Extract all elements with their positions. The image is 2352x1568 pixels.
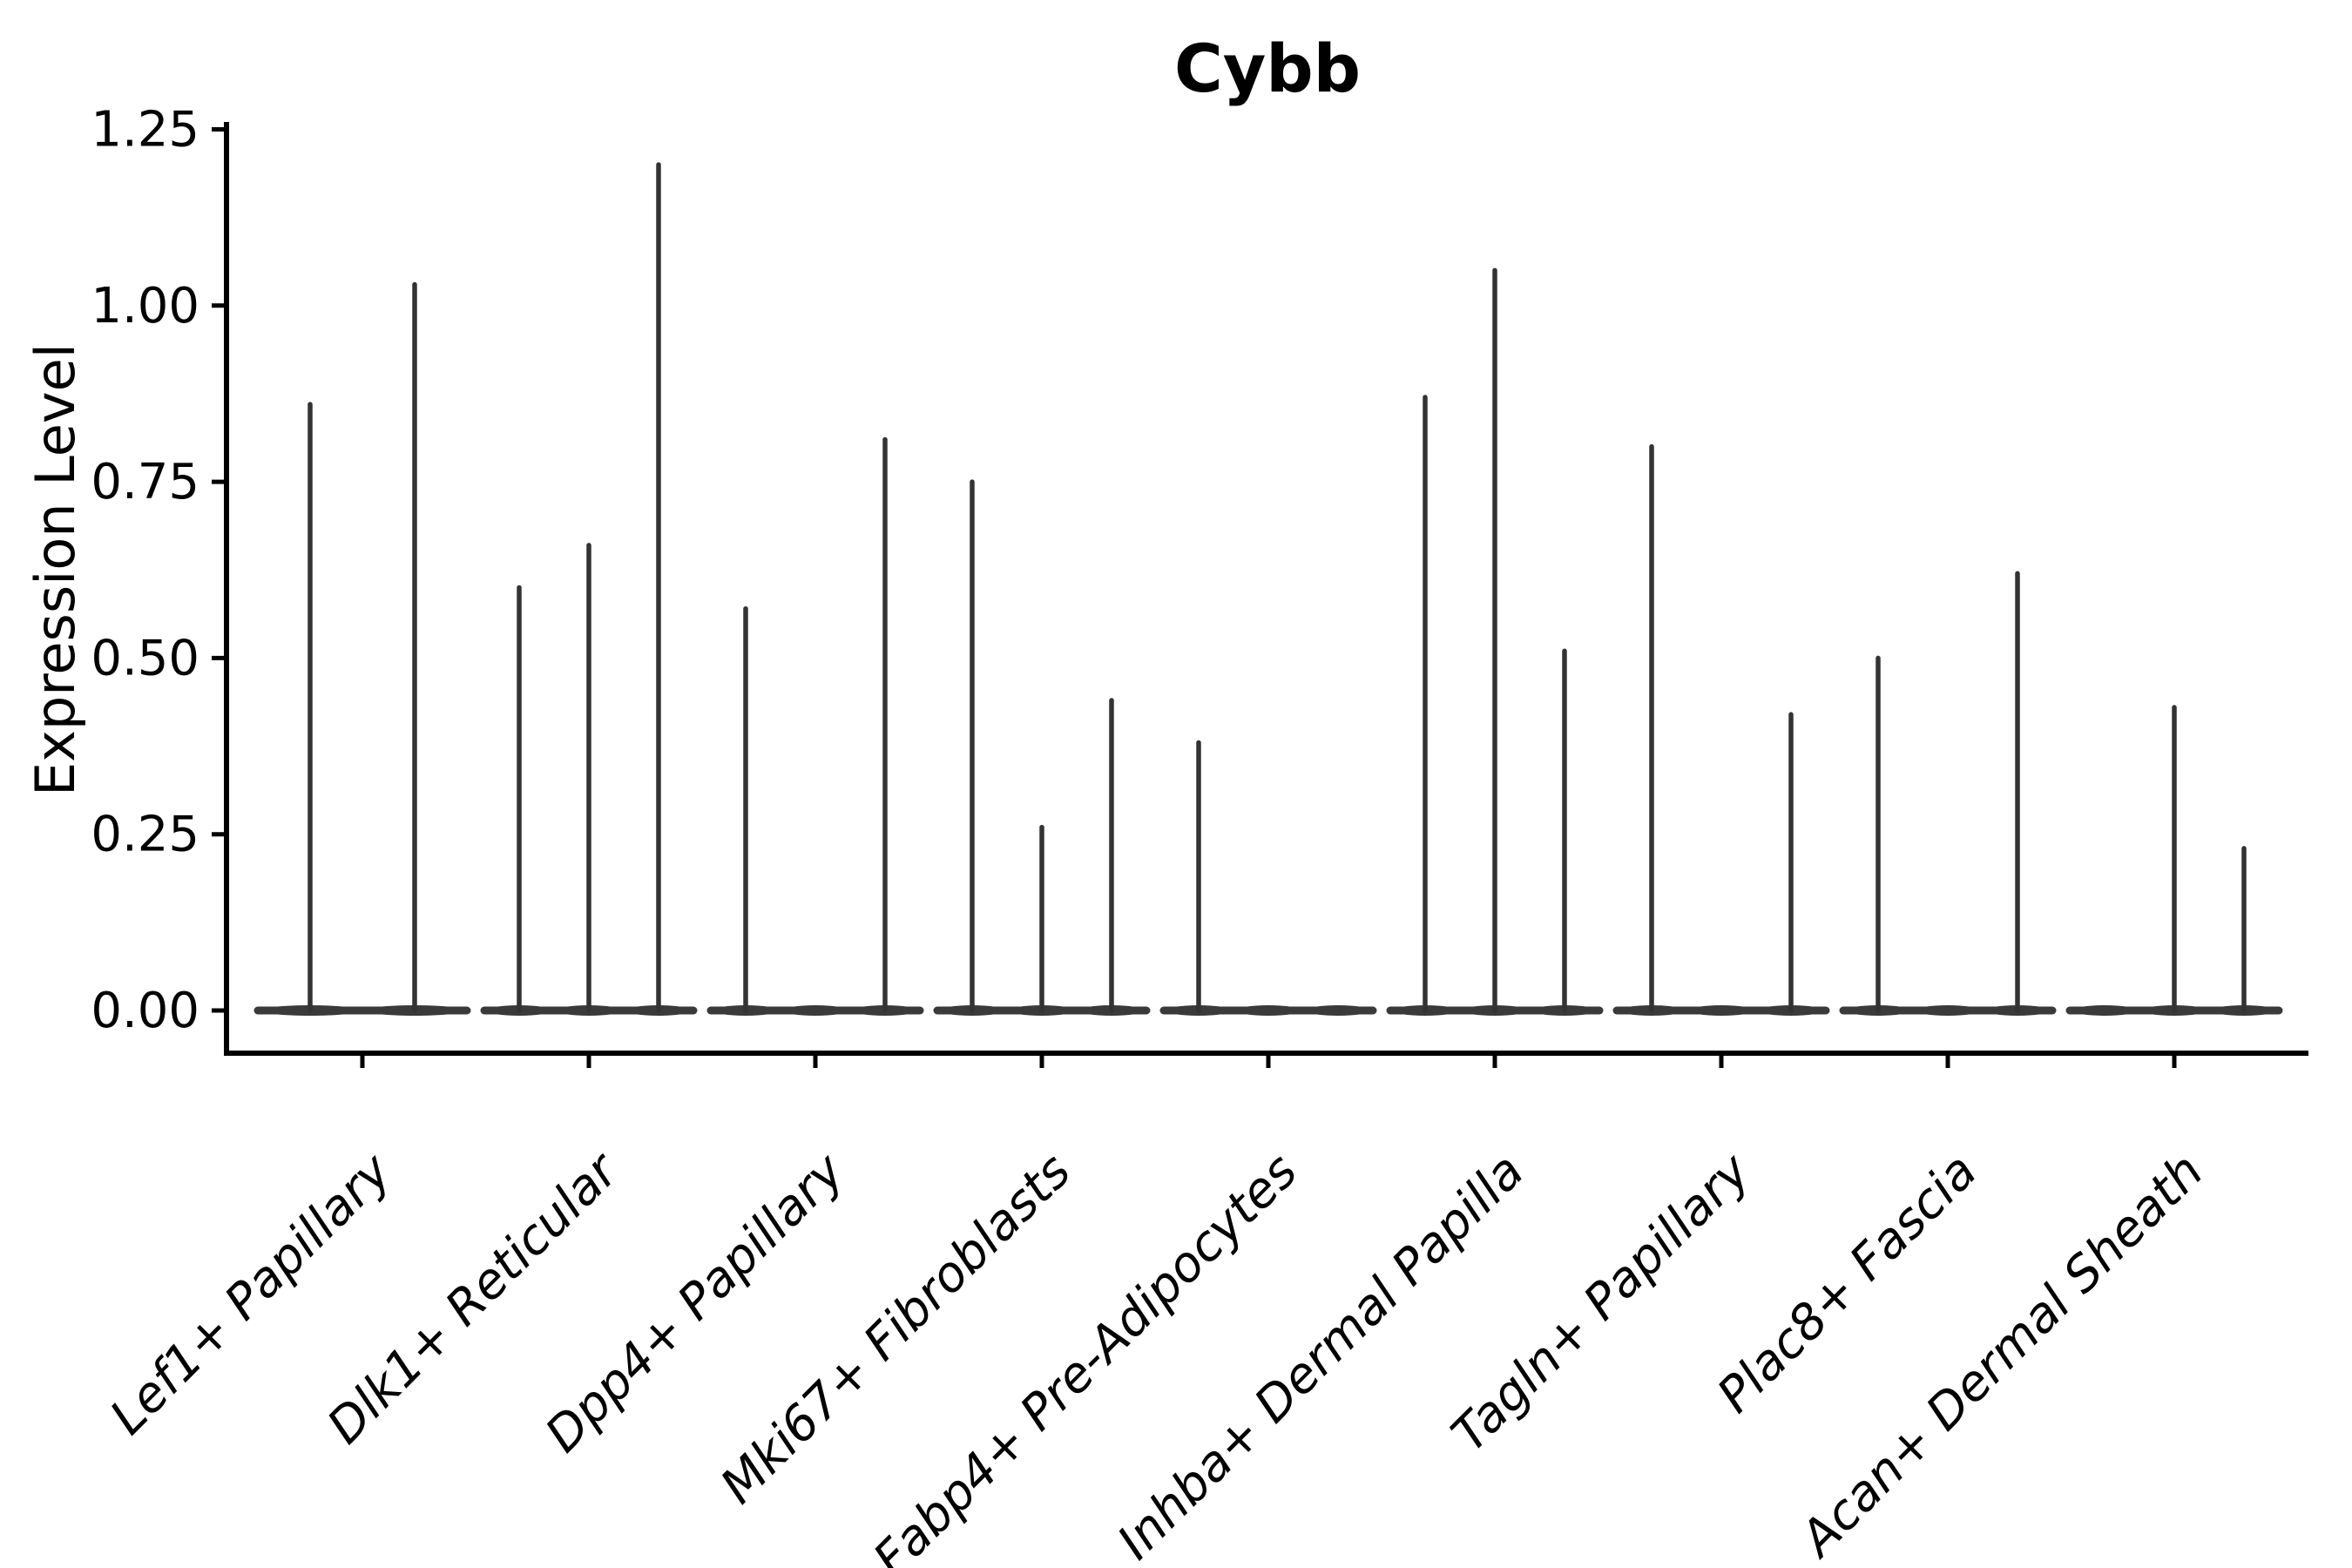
violin-group	[1612, 443, 1830, 1016]
violin-body	[1916, 1005, 1980, 1016]
violin-group	[933, 479, 1151, 1016]
chart-title: Cybb	[1174, 30, 1361, 107]
y-tick-label: 1.25	[91, 102, 199, 159]
violin-group	[1386, 267, 1604, 1016]
violin-group	[1839, 571, 2057, 1016]
y-axis-label: Expression Level	[24, 343, 87, 796]
y-tick-label: 0.50	[91, 630, 199, 686]
violin-body	[783, 1005, 848, 1016]
violin-group	[2065, 705, 2283, 1016]
violin-body	[1689, 1005, 1754, 1016]
violin-group	[253, 281, 471, 1016]
y-tick-label: 0.00	[91, 983, 199, 1039]
violin-group	[706, 436, 924, 1016]
violin-group	[480, 162, 698, 1016]
y-tick-label: 0.25	[91, 807, 199, 863]
x-tick-label: Fabp4+ Pre-Adipocytes	[863, 1143, 1308, 1568]
y-tick-label: 0.75	[91, 454, 199, 510]
violin-body	[1236, 1005, 1301, 1016]
plot-marks	[253, 162, 2283, 1016]
x-tick-label: Inhba+ Dermal Papilla	[1107, 1143, 1535, 1568]
violin-group	[1159, 740, 1377, 1016]
y-tick-label: 1.00	[91, 278, 199, 335]
x-tick-label: Acan+ Dermal Sheath	[1788, 1143, 2214, 1568]
violin-body	[2072, 1005, 2137, 1016]
violin-body	[1306, 1005, 1370, 1016]
